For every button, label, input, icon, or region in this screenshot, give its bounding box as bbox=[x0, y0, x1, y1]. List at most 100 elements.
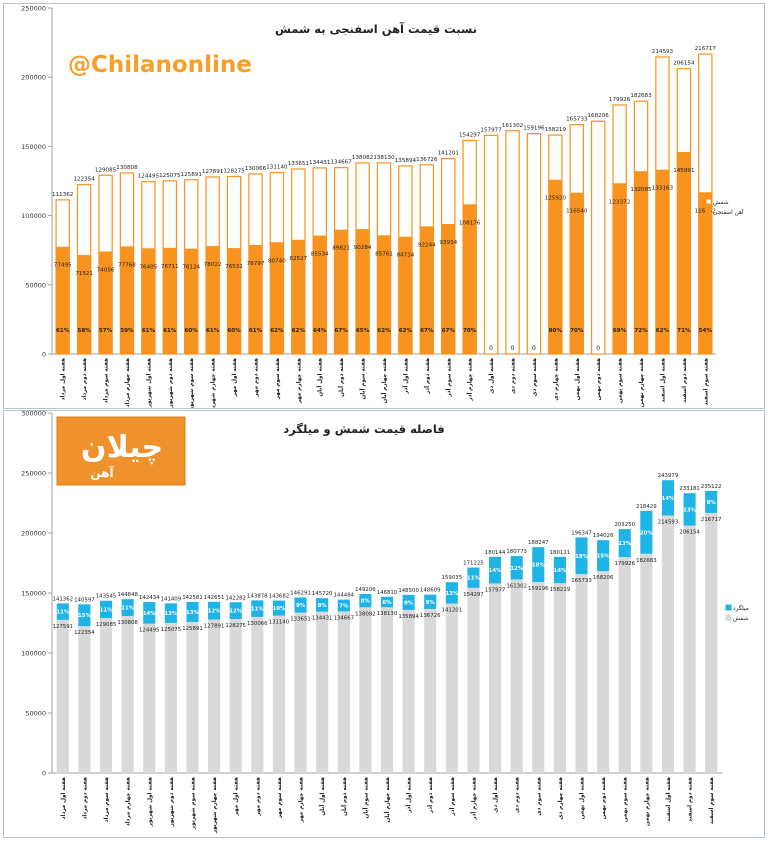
bar-sponge-iron bbox=[377, 235, 391, 354]
percent-label: 20% bbox=[640, 530, 654, 536]
data-label-rebar: 141409 bbox=[161, 596, 182, 602]
data-label-rebar: 218429 bbox=[636, 504, 657, 510]
bar-sponge-iron bbox=[677, 151, 691, 354]
bar-sponge-iron bbox=[655, 169, 670, 354]
x-tick-label: هفته سوم آبان bbox=[359, 358, 367, 400]
data-label-rebar: 194026 bbox=[593, 533, 614, 539]
data-label-billet: 135894 bbox=[398, 614, 419, 620]
data-label-rebar: 144848 bbox=[117, 592, 138, 598]
bar-rebar-gap bbox=[164, 603, 177, 623]
y-tick-label: 300000 bbox=[21, 411, 46, 418]
x-tick-label: هفته دوم مرداد bbox=[82, 358, 88, 401]
x-tick-label: هفته چهارم شهریور bbox=[212, 777, 218, 834]
bar-rebar-gap bbox=[683, 493, 696, 526]
bar-rebar-gap bbox=[229, 602, 242, 620]
y-tick-label: 0 bbox=[42, 770, 46, 778]
bar-rebar-gap bbox=[510, 556, 523, 580]
x-tick-label: هفته دوم شهریور bbox=[168, 358, 174, 408]
data-label-sponge-iron: 76711 bbox=[161, 264, 179, 270]
x-tick-label: هفته اول مرداد bbox=[61, 777, 67, 819]
bar-sponge-iron bbox=[77, 255, 91, 354]
percent-label: 10% bbox=[272, 606, 286, 612]
data-label-sponge-iron: 0 bbox=[489, 345, 493, 352]
x-tick-label: هفته دوم مهر bbox=[255, 777, 261, 817]
data-label-rebar: 143878 bbox=[247, 593, 268, 599]
data-label-billet: 138130 bbox=[373, 155, 395, 161]
percent-label: 13% bbox=[186, 610, 200, 616]
data-label-rebar: 146810 bbox=[377, 590, 398, 596]
percent-label: 9% bbox=[404, 600, 414, 606]
data-label-sponge-iron: 82527 bbox=[289, 256, 307, 262]
data-label-rebar: 143545 bbox=[96, 594, 117, 600]
percent-label: 62% bbox=[270, 328, 284, 334]
percent-label: 18% bbox=[575, 554, 589, 560]
chart-sponge-iron-ratio: 0 50000 100000 150000 200000 250000 نسبت قیمت … bbox=[21, 5, 744, 416]
x-tick-label: هفته اول آذر bbox=[405, 777, 413, 814]
percent-label: 8% bbox=[361, 599, 371, 605]
bar-rebar-gap bbox=[251, 600, 264, 617]
bar-billet bbox=[402, 609, 415, 773]
data-label-billet: 161302 bbox=[506, 583, 527, 589]
chart-panel-bottom: 0 50000 100000 150000 200000 250000 300000 فاصل… bbox=[3, 410, 765, 838]
percent-label: 58% bbox=[77, 328, 91, 334]
y-tick-label: 250000 bbox=[21, 470, 46, 478]
percent-label: 62% bbox=[377, 328, 391, 334]
x-tick-label: هفته دوم شهریور bbox=[169, 777, 175, 828]
percent-label: 69% bbox=[613, 328, 627, 334]
x-tick-label: هفته اول مهر bbox=[234, 777, 240, 816]
bar-sponge-iron bbox=[163, 247, 177, 354]
bar-billet bbox=[526, 133, 542, 355]
data-label-billet: 182683 bbox=[630, 93, 652, 99]
percent-label: 61% bbox=[56, 328, 70, 334]
data-label-rebar: 141362 bbox=[53, 596, 74, 602]
percent-label: 60% bbox=[227, 328, 241, 334]
bar-sponge-iron bbox=[355, 229, 370, 354]
percent-label: 13% bbox=[618, 541, 632, 547]
bar-sponge-iron bbox=[612, 183, 627, 354]
y-tick-label: 100000 bbox=[21, 212, 46, 220]
data-label-billet: 129085 bbox=[95, 167, 117, 173]
bar-rebar-gap bbox=[445, 582, 458, 604]
percent-label: 11% bbox=[251, 607, 265, 613]
x-tick-label: هفته سوم اسفند bbox=[703, 358, 709, 406]
legend-swatch bbox=[725, 614, 732, 621]
bar-sponge-iron bbox=[141, 248, 156, 354]
data-label-sponge-iron: 80740 bbox=[268, 258, 286, 264]
x-tick-label: هفته اول اسفند bbox=[666, 777, 672, 822]
bar-rebar-gap bbox=[553, 556, 566, 584]
bar-rebar-gap bbox=[208, 601, 221, 620]
legend-label: آهن اسفنجی bbox=[713, 208, 744, 216]
x-tick-label: هفته سوم بهمن bbox=[618, 358, 624, 403]
data-label-billet: 165733 bbox=[566, 117, 588, 123]
x-tick-label: هفته چهارم شهریور bbox=[211, 358, 217, 408]
x-tick-label: هفته اول آبان bbox=[318, 777, 326, 816]
bar-billet bbox=[532, 581, 545, 773]
bar-rebar-gap bbox=[99, 600, 113, 619]
data-label-billet: 130808 bbox=[116, 165, 138, 171]
bar-sponge-iron bbox=[206, 246, 220, 354]
data-label-billet: 161302 bbox=[502, 123, 523, 129]
chart-panel-top: 0 50000 100000 150000 200000 250000 نسبت قیمت … bbox=[3, 3, 765, 416]
data-label-billet: 168206 bbox=[588, 113, 610, 119]
bar-billet bbox=[380, 607, 394, 773]
data-label-rebar: 148500 bbox=[398, 588, 419, 594]
bar-billet bbox=[121, 616, 134, 773]
data-label-sponge-iron: 132085 bbox=[630, 187, 652, 193]
percent-label: 15% bbox=[597, 554, 611, 560]
data-label-billet: 135894 bbox=[395, 158, 417, 164]
chart-title: نسبت قیمت آهن اسفنجی به شمش bbox=[275, 22, 477, 36]
percent-label: 14% bbox=[143, 611, 157, 617]
data-label-rebar: 144484 bbox=[333, 593, 354, 599]
bar-rebar-gap bbox=[489, 556, 502, 584]
data-label-billet: 216717 bbox=[701, 517, 722, 523]
data-label-billet: 141201 bbox=[438, 151, 460, 157]
data-label-billet: 168206 bbox=[593, 575, 614, 581]
data-label-billet: 134431 bbox=[312, 616, 333, 622]
logo-background bbox=[56, 416, 186, 486]
bar-rebar-gap bbox=[380, 596, 394, 608]
data-label-billet: 157977 bbox=[485, 587, 506, 593]
x-tick-label: هفته سوم آذر bbox=[444, 358, 452, 398]
bar-billet bbox=[186, 621, 199, 773]
bar-billet bbox=[661, 515, 675, 773]
data-label-billet: 127591 bbox=[53, 624, 74, 630]
